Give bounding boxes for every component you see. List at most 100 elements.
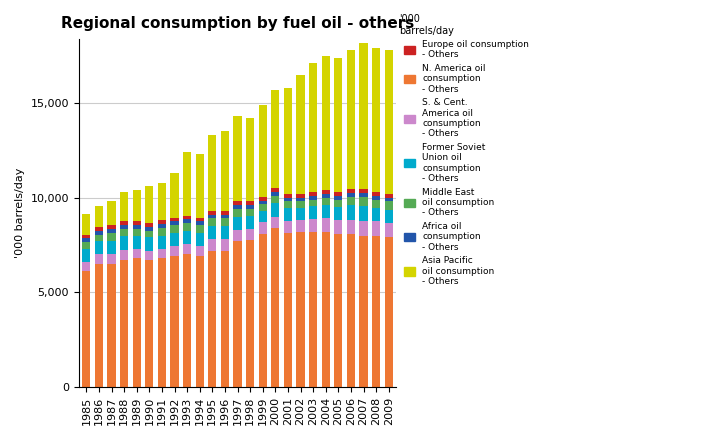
Bar (334, 196, 342, 200)
Bar (183, 216, 191, 220)
Bar (385, 210, 393, 223)
Bar (372, 235, 380, 387)
Bar (347, 220, 355, 234)
Bar (246, 229, 255, 240)
Bar (296, 202, 305, 208)
Bar (82, 249, 90, 262)
Bar (322, 205, 329, 219)
Bar (120, 260, 128, 387)
Bar (209, 219, 216, 226)
Bar (233, 230, 242, 241)
Bar (309, 192, 317, 196)
Bar (120, 192, 128, 221)
Bar (133, 190, 141, 221)
Bar (372, 196, 380, 200)
Bar (372, 221, 380, 235)
Bar (107, 233, 116, 241)
Bar (322, 190, 329, 194)
Bar (359, 197, 368, 206)
Bar (95, 231, 103, 235)
Legend: Europe oil consumption
- Others, N. America oil
consumption
- Others, S. & Cent.: Europe oil consumption - Others, N. Amer… (401, 36, 533, 290)
Bar (385, 202, 393, 210)
Bar (334, 207, 342, 220)
Bar (158, 224, 166, 228)
Bar (233, 205, 242, 209)
Bar (246, 205, 255, 209)
Bar (347, 234, 355, 387)
Bar (309, 220, 317, 232)
Bar (120, 250, 128, 260)
Bar (296, 220, 305, 232)
Bar (95, 235, 103, 241)
Bar (183, 244, 191, 254)
Bar (221, 251, 229, 387)
Bar (196, 233, 204, 246)
Bar (233, 202, 242, 205)
Bar (271, 203, 279, 216)
Bar (221, 239, 229, 251)
Bar (284, 233, 292, 387)
Bar (95, 206, 103, 227)
Bar (183, 231, 191, 244)
Bar (309, 63, 317, 192)
Bar (209, 211, 216, 215)
Bar (209, 226, 216, 239)
Bar (284, 202, 292, 208)
Bar (359, 235, 368, 387)
Bar (221, 226, 229, 239)
Bar (271, 90, 279, 188)
Bar (170, 225, 179, 233)
Bar (133, 225, 141, 229)
Bar (170, 221, 179, 225)
Bar (145, 186, 153, 223)
Bar (322, 219, 329, 232)
Bar (372, 192, 380, 196)
Text: '000
barrels/day: '000 barrels/day (399, 15, 455, 36)
Bar (145, 238, 153, 251)
Bar (334, 192, 342, 196)
Bar (347, 205, 355, 220)
Bar (259, 204, 267, 211)
Bar (196, 154, 204, 217)
Bar (145, 251, 153, 260)
Bar (259, 105, 267, 197)
Bar (95, 227, 103, 231)
Bar (170, 246, 179, 257)
Bar (170, 257, 179, 387)
Bar (271, 196, 279, 203)
Bar (372, 200, 380, 208)
Bar (107, 241, 116, 254)
Bar (170, 217, 179, 221)
Bar (359, 206, 368, 221)
Bar (296, 75, 305, 194)
Bar (145, 260, 153, 387)
Bar (322, 232, 329, 387)
Bar (322, 198, 329, 205)
Bar (183, 223, 191, 231)
Bar (372, 208, 380, 221)
Bar (385, 198, 393, 202)
Bar (209, 215, 216, 219)
Bar (347, 50, 355, 189)
Bar (334, 220, 342, 234)
Bar (170, 233, 179, 246)
Bar (246, 216, 255, 229)
Bar (296, 194, 305, 198)
Bar (259, 201, 267, 204)
Bar (209, 239, 216, 251)
Bar (107, 225, 116, 229)
Bar (259, 211, 267, 222)
Bar (246, 202, 255, 205)
Bar (259, 222, 267, 234)
Bar (133, 229, 141, 235)
Bar (385, 50, 393, 194)
Bar (296, 208, 305, 220)
Bar (271, 228, 279, 387)
Bar (284, 88, 292, 194)
Bar (107, 229, 116, 233)
Bar (284, 198, 292, 202)
Bar (221, 219, 229, 226)
Bar (385, 194, 393, 198)
Bar (95, 254, 103, 264)
Bar (158, 220, 166, 224)
